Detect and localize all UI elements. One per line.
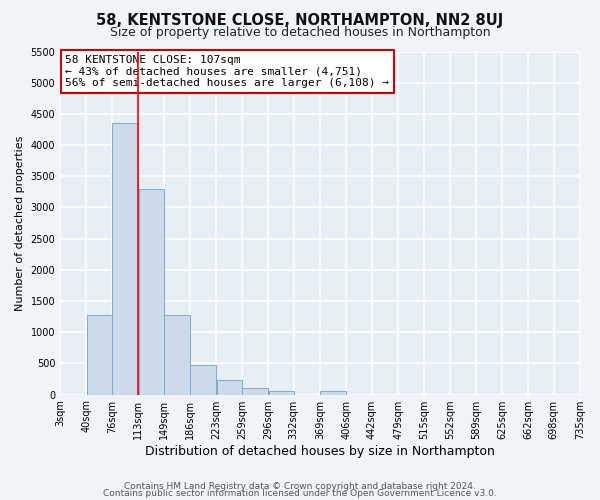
Y-axis label: Number of detached properties: Number of detached properties xyxy=(15,136,25,310)
Bar xyxy=(164,316,190,394)
Text: Contains public sector information licensed under the Open Government Licence v3: Contains public sector information licen… xyxy=(103,489,497,498)
Bar xyxy=(320,391,346,394)
Bar xyxy=(190,364,216,394)
Bar xyxy=(87,316,112,394)
Bar xyxy=(139,188,164,394)
Bar xyxy=(112,123,138,394)
Text: 58, KENTSTONE CLOSE, NORTHAMPTON, NN2 8UJ: 58, KENTSTONE CLOSE, NORTHAMPTON, NN2 8U… xyxy=(97,12,503,28)
Bar xyxy=(217,380,242,394)
X-axis label: Distribution of detached houses by size in Northampton: Distribution of detached houses by size … xyxy=(145,444,495,458)
Bar xyxy=(242,388,268,394)
Text: Contains HM Land Registry data © Crown copyright and database right 2024.: Contains HM Land Registry data © Crown c… xyxy=(124,482,476,491)
Bar xyxy=(269,391,294,394)
Text: Size of property relative to detached houses in Northampton: Size of property relative to detached ho… xyxy=(110,26,490,39)
Text: 58 KENTSTONE CLOSE: 107sqm
← 43% of detached houses are smaller (4,751)
56% of s: 58 KENTSTONE CLOSE: 107sqm ← 43% of deta… xyxy=(65,55,389,88)
